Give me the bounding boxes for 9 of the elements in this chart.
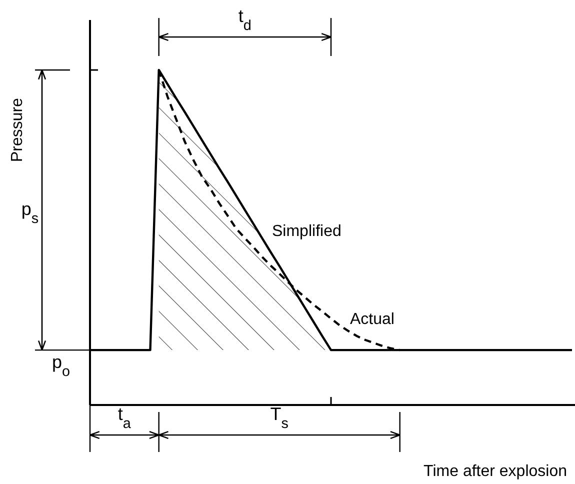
y-axis-title: Pressure — [9, 98, 26, 162]
x-axis-title: Time after explosion — [424, 463, 567, 480]
text: p$_{s}$ — [21, 199, 39, 228]
series-label: Actual — [350, 311, 394, 328]
text: p$_{o}$ — [52, 352, 70, 380]
series-label: Simplified — [272, 223, 342, 240]
annotation: T$_{s}$ — [270, 404, 288, 432]
annotation: t$_{a}$ — [118, 404, 131, 432]
text: t$_{d}$ — [238, 6, 252, 34]
